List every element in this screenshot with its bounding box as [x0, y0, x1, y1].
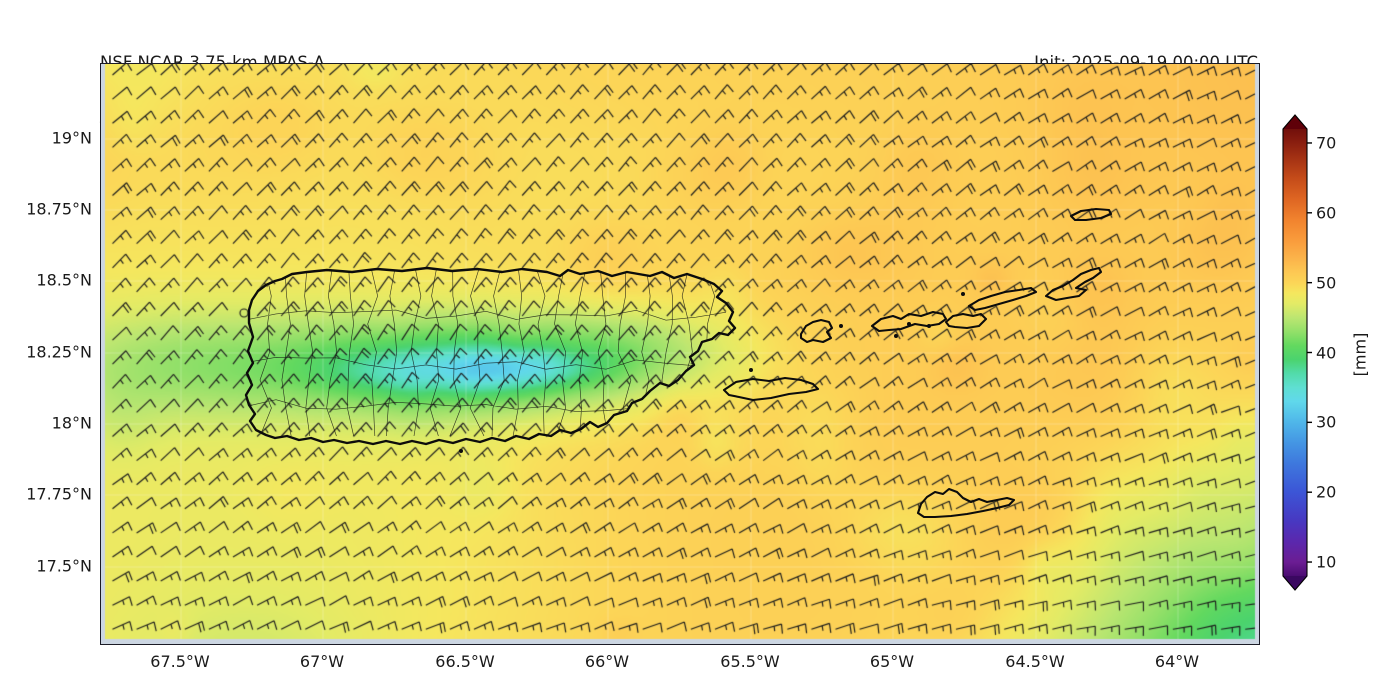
y-tick-label: 18°N [51, 413, 92, 433]
small-cay [927, 324, 931, 328]
y-tick-label: 19°N [51, 128, 92, 148]
small-cay [749, 368, 753, 372]
x-tick-label: 67°W [299, 652, 345, 671]
culebra-coastline [799, 318, 834, 344]
tortola-coastline [967, 286, 1038, 312]
x-tick-label: 67.5°W [150, 652, 210, 671]
colorbar [1282, 114, 1312, 591]
small-cay [459, 449, 463, 453]
st-john-coastline [944, 312, 988, 330]
map-plot [100, 63, 1260, 645]
puerto-rico-coastline [244, 266, 737, 446]
y-tick-label: 18.25°N [26, 342, 92, 362]
x-tick-label: 66.5°W [435, 652, 495, 671]
vieques-coastline [722, 376, 820, 402]
colorbar-tick-label: 30 [1316, 412, 1337, 432]
anegada-coastline [1069, 207, 1113, 222]
colorbar-tick-label: 40 [1316, 343, 1337, 362]
st-croix-coastline [916, 487, 1016, 519]
tpw-wind-barb-canvas [101, 64, 1259, 644]
y-tick-label: 18.75°N [26, 199, 92, 219]
x-tick-label: 65.5°W [720, 652, 780, 671]
y-tick-label: 17.75°N [26, 484, 92, 504]
municipal-boundaries [246, 268, 727, 437]
colorbar-unit-label: [mm] [1350, 332, 1370, 377]
small-cay [894, 334, 898, 338]
y-tick-label: 18.5°N [36, 270, 92, 290]
colorbar-tick-label: 70 [1316, 133, 1337, 153]
x-tick-label: 66°W [584, 652, 630, 671]
virgin-gorda-coastline [1044, 266, 1103, 302]
small-cay [907, 322, 911, 326]
small-cay [839, 324, 843, 328]
x-tick-label: 65°W [869, 652, 915, 671]
colorbar-tick-label: 20 [1316, 482, 1337, 502]
y-tick-label: 17.5°N [36, 556, 92, 576]
coastline-overlay [244, 207, 1113, 519]
colorbar-tick-label: 10 [1316, 552, 1337, 572]
small-cay [961, 292, 965, 296]
st-thomas-coastline [870, 310, 948, 333]
colorbar-tick-label: 50 [1316, 273, 1337, 293]
x-tick-label: 64.5°W [1005, 652, 1065, 671]
x-tick-label: 64°W [1154, 652, 1200, 671]
colorbar-tick-label: 60 [1316, 203, 1337, 223]
